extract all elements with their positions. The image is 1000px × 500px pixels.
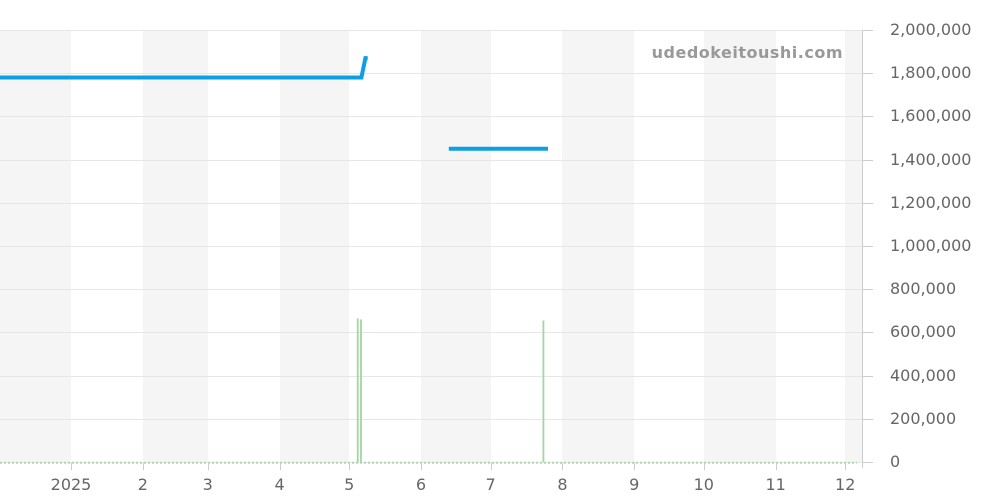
y-axis-tick — [863, 116, 873, 118]
x-axis-label: 6 — [415, 475, 427, 494]
x-axis-tick — [279, 463, 281, 470]
y-axis-tick — [863, 73, 873, 75]
y-axis-label: 2,000,000 — [890, 20, 972, 39]
x-axis-tick — [845, 463, 847, 470]
y-axis-line — [862, 30, 863, 468]
y-axis-tick — [863, 202, 873, 204]
x-axis-tick — [703, 463, 705, 470]
y-axis-tick — [863, 462, 873, 463]
x-axis-label: 2025 — [50, 475, 92, 494]
y-axis-tick — [863, 289, 873, 291]
grid-line — [0, 332, 862, 334]
y-axis-tick — [863, 332, 873, 334]
x-axis-tick — [349, 463, 351, 470]
grid-line — [0, 246, 862, 247]
y-axis-label: 0 — [890, 452, 901, 471]
x-axis-tick — [634, 463, 636, 470]
x-axis-tick — [562, 463, 564, 470]
x-axis-label: 8 — [557, 475, 568, 494]
grid-line — [0, 289, 862, 291]
y-axis-label: 400,000 — [890, 365, 957, 385]
grid-line — [0, 462, 862, 463]
y-axis-tick — [863, 246, 873, 247]
grid-line — [0, 73, 862, 75]
y-axis-label: 1,000,000 — [890, 236, 972, 255]
y-axis-tick — [863, 30, 873, 31]
x-axis-label: 3 — [202, 475, 213, 494]
x-axis-label: 4 — [274, 475, 285, 494]
y-axis-tick — [863, 159, 873, 161]
watermark: udedokeitoushi.com — [651, 43, 843, 62]
grid-line — [0, 116, 862, 118]
x-axis-label: 11 — [765, 475, 786, 494]
y-axis-label: 600,000 — [890, 322, 957, 342]
x-axis-label: 10 — [693, 475, 714, 494]
x-axis-label: 7 — [485, 475, 496, 494]
grid-line — [0, 30, 862, 31]
grid-line — [0, 375, 862, 377]
x-axis-tick — [490, 463, 492, 470]
x-axis-label: 12 — [835, 475, 856, 494]
y-axis-label: 1,800,000 — [890, 63, 972, 83]
y-axis-label: 1,200,000 — [890, 192, 972, 212]
x-axis-tick — [207, 463, 209, 470]
x-axis-label: 5 — [344, 475, 355, 494]
x-axis-label: 2 — [137, 475, 148, 494]
x-axis-tick — [421, 463, 423, 470]
x-axis-tick — [775, 463, 777, 470]
grid-line — [0, 159, 862, 161]
volume-bar — [542, 320, 545, 462]
grid-line — [0, 202, 862, 204]
grid-line — [0, 418, 862, 420]
volume-bar — [356, 318, 359, 462]
x-axis-label: 9 — [629, 475, 640, 494]
volume-bar — [360, 319, 362, 462]
y-axis-label: 800,000 — [890, 279, 957, 299]
y-axis-label: 1,400,000 — [890, 149, 972, 169]
y-axis-label: 1,600,000 — [890, 106, 972, 126]
y-axis-label: 200,000 — [890, 408, 957, 428]
x-axis-tick — [71, 463, 72, 470]
x-axis-tick — [142, 463, 144, 470]
price-line-segment — [0, 56, 368, 80]
y-axis-tick — [863, 418, 873, 420]
y-axis-tick — [863, 375, 873, 377]
